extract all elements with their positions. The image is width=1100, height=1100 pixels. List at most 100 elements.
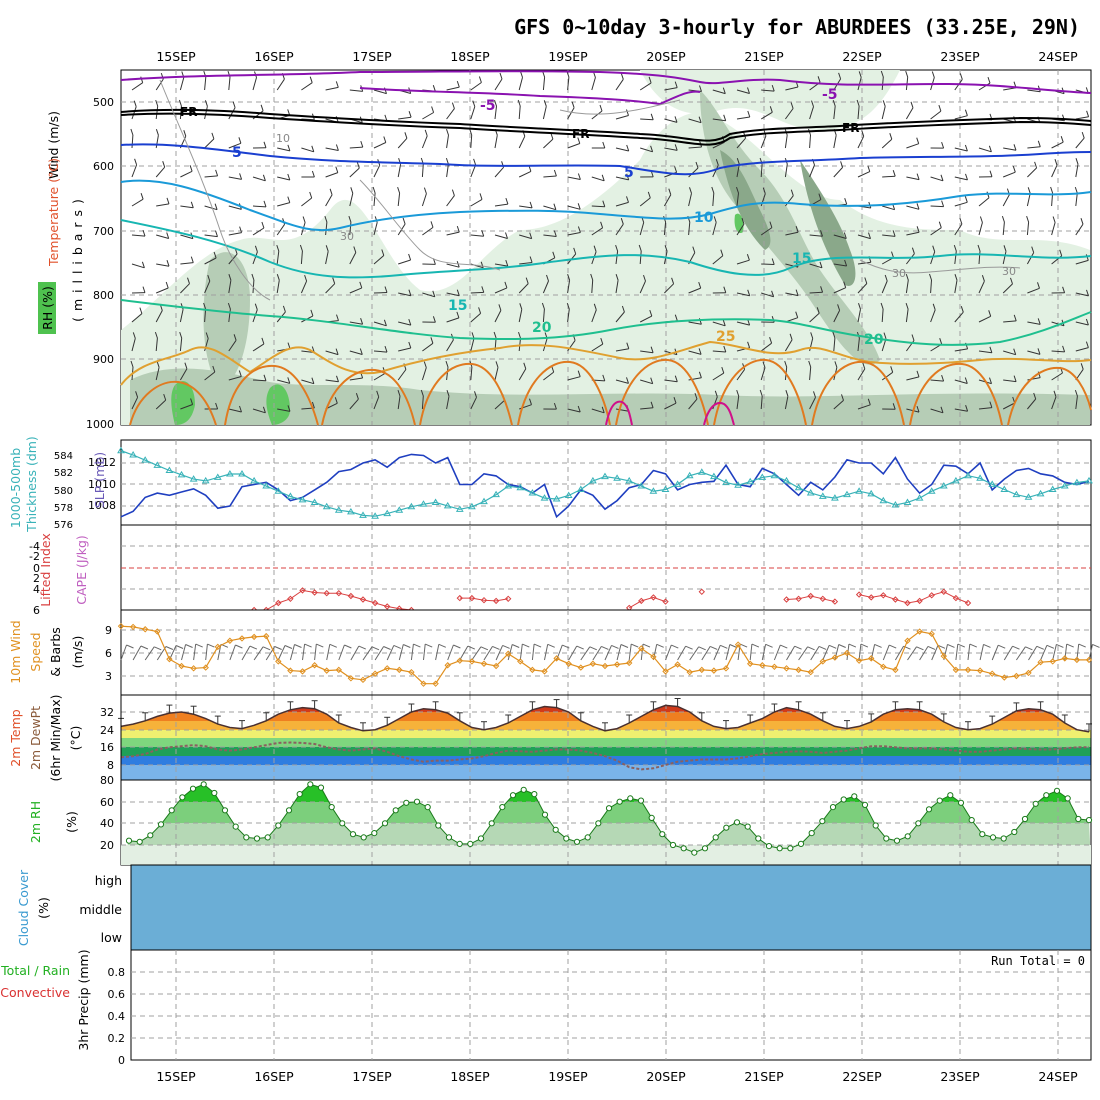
wind-tick: 6 <box>105 647 112 660</box>
upper-wind-barb <box>204 234 218 238</box>
upper-wind-barb <box>180 234 194 240</box>
upper-wind-barb-flag <box>771 258 775 265</box>
upper-wind-barb-flag <box>1074 186 1078 194</box>
upper-wind-barb <box>639 82 652 91</box>
wind-barb-flag <box>685 645 693 650</box>
upper-wind-barb-flag <box>785 390 789 397</box>
upper-wind-barb <box>567 309 570 323</box>
wind-barb-flag <box>794 645 802 650</box>
rh2m-point <box>275 822 282 829</box>
upper-wind-barb-flag <box>383 319 387 326</box>
li-segment <box>786 595 836 603</box>
upper-wind-barb <box>155 135 159 149</box>
upper-wind-barb <box>180 262 194 265</box>
wind-barb-flag <box>1056 643 1064 648</box>
upper-wind-barb-flag <box>309 191 313 199</box>
wind-speed-point <box>299 668 306 675</box>
upper-wind-barb <box>470 397 477 410</box>
upper-wind-barb-flag <box>626 109 629 116</box>
thickness-point <box>589 476 597 484</box>
upper-wind-barb <box>349 193 354 207</box>
upper-wind-barb <box>228 376 242 381</box>
upper-wind-barb-flag <box>360 318 364 325</box>
upper-wind-barb-flag <box>987 76 991 84</box>
bottom-date-label: 16SEP <box>254 1069 294 1084</box>
upper-wind-barb <box>882 234 896 237</box>
upper-wind-barb-flag <box>287 173 291 181</box>
thickness-point <box>746 477 755 485</box>
rh2m-point <box>659 831 666 838</box>
cloud-cover-fill <box>130 864 1092 951</box>
rh2m-panel: 80 60 40 20 2m RH (%) <box>28 774 1093 866</box>
upper-wind-barb <box>567 205 581 210</box>
contour-25-orange <box>120 340 1092 386</box>
upper-wind-barb <box>494 166 504 178</box>
rh2m-point <box>381 820 389 827</box>
upper-wind-barb-flag <box>884 274 888 282</box>
upper-wind-barb-flag <box>505 197 509 205</box>
upper-wind-barb <box>470 82 482 91</box>
wind-barb-flag <box>413 643 421 648</box>
wind-barb-shaft <box>205 644 208 661</box>
upper-wind-barb <box>857 338 860 352</box>
upper-wind-barb-flag <box>602 374 606 382</box>
upper-wind-barb <box>1027 167 1037 178</box>
wind-barb-flag <box>344 644 352 649</box>
upper-wind-barb <box>615 176 629 181</box>
cloud-cover-label: Cloud Cover <box>16 869 31 946</box>
upper-wind-barb-flag <box>520 71 523 78</box>
upper-wind-barb-flag <box>931 71 935 78</box>
upper-wind-barb <box>809 106 814 120</box>
contour-label: 15 <box>792 251 811 267</box>
thickness-point <box>117 446 125 454</box>
upper-wind-barb-flag <box>355 393 359 400</box>
wind-barb-flag <box>829 644 837 649</box>
upper-wind-barb <box>640 407 654 410</box>
wind-barb-flag <box>957 643 965 648</box>
upper-wind-barb-flag <box>189 165 193 172</box>
bottom-date-label: 23SEP <box>940 1069 980 1084</box>
top-date-label: 24SEP <box>1038 49 1078 64</box>
wind-barb-flag <box>1012 645 1020 650</box>
thickness-point <box>637 482 646 489</box>
upper-wind-barb-flag <box>311 401 315 409</box>
upper-wind-barb <box>591 343 604 352</box>
upper-wind-barb <box>906 205 920 210</box>
band-yellow <box>121 730 1091 738</box>
wind-barb-flag <box>467 645 475 650</box>
upper-wind-barb-flag <box>840 161 844 168</box>
upper-wind-barb <box>542 77 546 91</box>
wind-barb-shaft <box>786 645 796 661</box>
rh2m-point <box>147 832 154 839</box>
upper-wind-barb-flag <box>553 203 557 210</box>
upper-wind-barb <box>180 205 194 209</box>
wind-speed-point <box>178 662 185 670</box>
upper-wind-barb-flag <box>139 307 143 314</box>
upper-wind-barb <box>1003 350 1016 356</box>
upper-wind-barb-flag <box>723 286 727 293</box>
contour-30-arc <box>321 368 416 426</box>
upper-wind-barb <box>1075 259 1089 265</box>
wind-speed-point <box>154 628 161 635</box>
wind-barb-flag <box>601 645 609 650</box>
upper-wind-barb <box>833 234 847 239</box>
upper-wind-barb <box>470 291 484 294</box>
wind-speed-point <box>722 665 730 672</box>
upper-wind-barb-flag <box>499 72 503 80</box>
thickness-point <box>1048 485 1057 492</box>
upper-wind-barb <box>978 197 990 207</box>
wind-speed-point <box>1013 672 1020 680</box>
wind-barb-shaft <box>677 645 687 661</box>
upper-wind-barb <box>954 251 957 265</box>
precip-tick: 0.8 <box>108 966 126 979</box>
upper-wind-barb <box>131 263 145 269</box>
upper-wind-barb <box>543 205 557 211</box>
wind-barb-shaft <box>423 644 426 661</box>
upper-wind-barb-flag <box>820 230 823 237</box>
upper-wind-barb-flag <box>178 99 182 107</box>
wind-speed-point <box>892 666 899 674</box>
rh2m-point <box>1021 815 1029 823</box>
upper-wind-barb-flag <box>529 232 533 239</box>
rh2m-point <box>744 823 751 830</box>
